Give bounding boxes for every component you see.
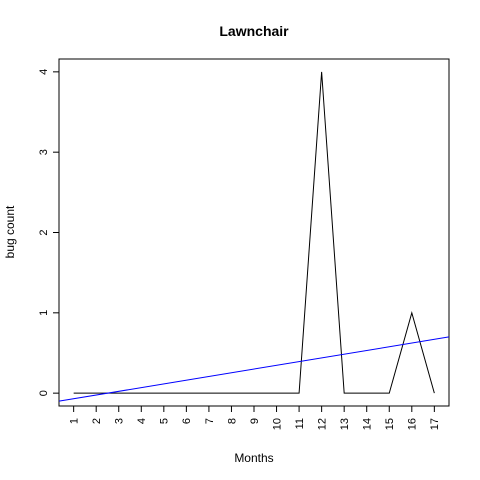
- x-tick-label: 13: [339, 418, 351, 430]
- x-tick-label: 1: [69, 418, 81, 424]
- x-tick-label: 11: [294, 418, 306, 429]
- x-tick-label: 17: [429, 418, 441, 430]
- trend-line: [58, 336, 450, 402]
- series-layer: [73, 71, 435, 394]
- x-tick-label: 5: [159, 418, 171, 424]
- x-tick-label: 2: [91, 418, 103, 424]
- y-axis-label: bug count: [3, 205, 17, 258]
- x-axis-label: Months: [234, 451, 273, 465]
- x-tick-label: 4: [136, 418, 148, 424]
- x-tick-label: 15: [384, 418, 396, 430]
- x-tick-label: 3: [114, 418, 126, 424]
- y-tick-label: 3: [38, 149, 50, 155]
- y-tick-label: 0: [38, 390, 50, 396]
- y-tick-label: 1: [38, 310, 50, 316]
- trend-layer: [58, 336, 450, 402]
- x-tick-label: 10: [271, 418, 283, 430]
- x-tick-label: 6: [181, 418, 193, 424]
- x-tick-label: 7: [204, 418, 216, 424]
- x-tick-label: 8: [226, 418, 238, 424]
- y-tick-label: 2: [38, 229, 50, 235]
- x-tick-label: 9: [249, 418, 261, 424]
- x-tick-label: 16: [407, 418, 419, 430]
- x-tick-label: 12: [316, 418, 328, 430]
- chart-title: Lawnchair: [219, 23, 289, 39]
- y-tick-label: 4: [38, 69, 50, 75]
- x-axis: 1 2 3 4 5 6 7 8 9 10 11 12 13 14 15 16 17: [69, 406, 441, 430]
- series-line: [73, 71, 435, 394]
- x-tick-label: 14: [362, 418, 374, 430]
- plot-area-frame: [58, 58, 450, 407]
- y-axis: 0 1 2 3 4: [38, 69, 59, 396]
